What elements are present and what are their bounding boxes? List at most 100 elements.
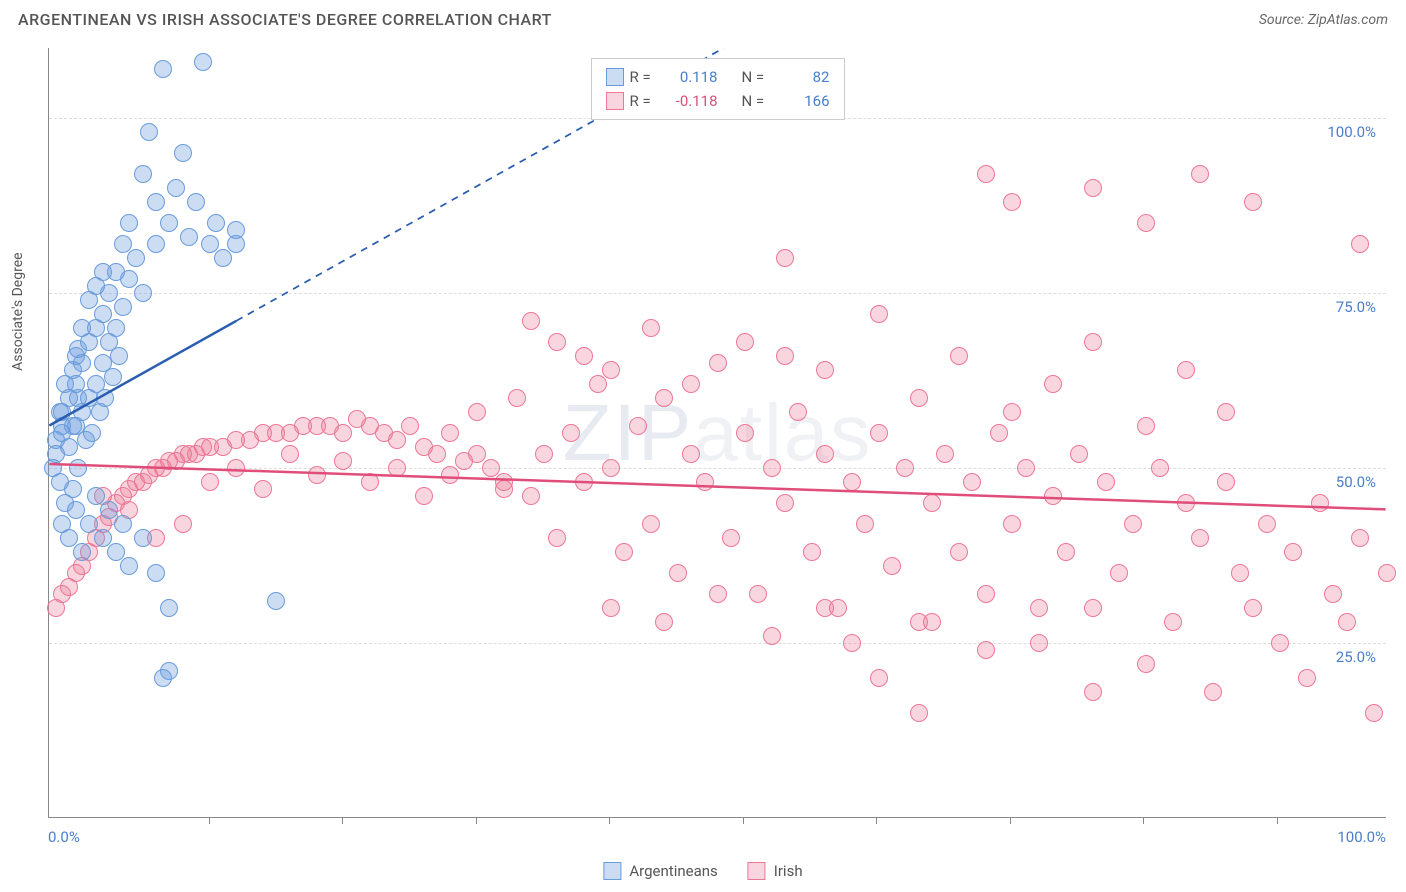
argentinean-point — [114, 515, 132, 533]
irish-point — [1044, 487, 1062, 505]
argentinean-point — [174, 144, 192, 162]
irish-point — [1298, 669, 1316, 687]
argentinean-point — [201, 235, 219, 253]
irish-point — [201, 473, 219, 491]
irish-point — [562, 424, 580, 442]
irish-point — [749, 585, 767, 603]
stats-row-irish: R = -0.118 N = 166 — [606, 89, 830, 113]
irish-point — [910, 704, 928, 722]
irish-point — [254, 480, 272, 498]
argentinean-point — [147, 564, 165, 582]
argentinean-point — [47, 431, 65, 449]
irish-point — [936, 445, 954, 463]
irish-point — [1217, 473, 1235, 491]
irish-point — [655, 389, 673, 407]
argentinean-point — [167, 179, 185, 197]
irish-point — [709, 354, 727, 372]
irish-point — [227, 459, 245, 477]
legend-item-argentineans: Argentineans — [603, 862, 717, 880]
x-tick — [209, 817, 210, 824]
irish-point — [789, 403, 807, 421]
argentinean-point — [64, 417, 82, 435]
argentinean-point — [214, 249, 232, 267]
irish-point — [308, 466, 326, 484]
irish-point — [388, 459, 406, 477]
irish-point — [1151, 459, 1169, 477]
argentinean-point — [73, 319, 91, 337]
irish-point — [843, 473, 861, 491]
argentinean-point — [134, 529, 152, 547]
argentinean-point — [100, 501, 118, 519]
irish-point — [468, 445, 486, 463]
irish-point — [1084, 599, 1102, 617]
argentinean-point — [69, 459, 87, 477]
irish-point — [575, 473, 593, 491]
swatch-argentineans-icon — [606, 68, 624, 86]
irish-point — [1084, 179, 1102, 197]
irish-point — [548, 333, 566, 351]
irish-point — [816, 445, 834, 463]
irish-point — [1017, 459, 1035, 477]
irish-point — [950, 347, 968, 365]
irish-point — [1177, 361, 1195, 379]
argentinean-point — [69, 389, 87, 407]
irish-point — [1164, 613, 1182, 631]
irish-point — [522, 312, 540, 330]
irish-point — [1097, 473, 1115, 491]
argentinean-point — [67, 501, 85, 519]
irish-point — [870, 305, 888, 323]
irish-point — [1191, 165, 1209, 183]
stats-legend-box: R = 0.118 N = 82 R = -0.118 N = 166 — [591, 58, 845, 120]
irish-point — [682, 375, 700, 393]
irish-point — [602, 599, 620, 617]
irish-point — [334, 424, 352, 442]
irish-point — [522, 487, 540, 505]
argentinean-point — [180, 228, 198, 246]
irish-point — [763, 627, 781, 645]
irish-point — [629, 417, 647, 435]
source-label: Source: ZipAtlas.com — [1259, 12, 1388, 28]
argentinean-point — [160, 599, 178, 617]
argentinean-point — [114, 235, 132, 253]
gridline — [49, 468, 1386, 469]
irish-point — [1258, 515, 1276, 533]
irish-point — [963, 473, 981, 491]
irish-point — [174, 515, 192, 533]
irish-point — [441, 424, 459, 442]
irish-point — [1044, 375, 1062, 393]
irish-point — [1338, 613, 1356, 631]
stats-row-argentineans: R = 0.118 N = 82 — [606, 65, 830, 89]
irish-point — [1217, 403, 1235, 421]
argentinean-point — [60, 529, 78, 547]
x-tick — [476, 817, 477, 824]
irish-point — [1030, 634, 1048, 652]
argentinean-point — [104, 368, 122, 386]
argentinean-point — [227, 221, 245, 239]
irish-point — [1351, 529, 1369, 547]
irish-point — [334, 452, 352, 470]
irish-point — [1244, 193, 1262, 211]
irish-point — [1378, 564, 1396, 582]
argentinean-point — [134, 165, 152, 183]
irish-point — [1137, 417, 1155, 435]
x-axis-label-max: 100.0% — [1337, 828, 1386, 846]
irish-point — [1191, 529, 1209, 547]
irish-point — [736, 333, 754, 351]
irish-point — [1177, 494, 1195, 512]
irish-point — [709, 585, 727, 603]
argentinean-point — [94, 263, 112, 281]
irish-point — [977, 165, 995, 183]
argentinean-point — [83, 424, 101, 442]
irish-point — [977, 641, 995, 659]
irish-point — [1324, 585, 1342, 603]
irish-point — [615, 543, 633, 561]
irish-point — [990, 424, 1008, 442]
x-tick — [743, 817, 744, 824]
irish-point — [923, 494, 941, 512]
argentinean-point — [56, 375, 74, 393]
irish-point — [1311, 494, 1329, 512]
swatch-argentineans-icon — [603, 862, 621, 880]
legend-item-irish: Irish — [748, 862, 803, 880]
chart-plot-area: ZIPatlas R = 0.118 N = 82 R = -0.118 N =… — [48, 48, 1386, 818]
x-tick — [1143, 817, 1144, 824]
